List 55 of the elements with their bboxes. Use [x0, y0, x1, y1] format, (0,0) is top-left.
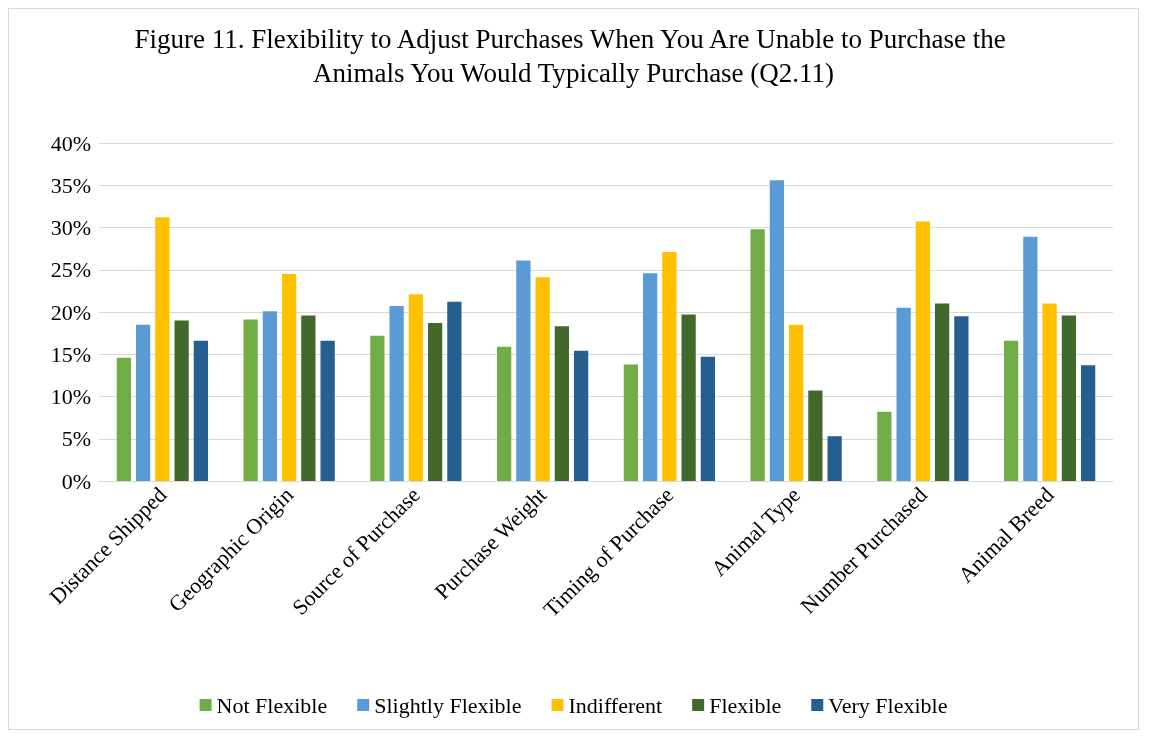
- legend-label: Indifferent: [568, 692, 663, 718]
- bar: [554, 326, 569, 481]
- bar: [574, 350, 589, 481]
- bar: [370, 335, 385, 481]
- bar: [116, 357, 131, 481]
- y-tick-label: 5%: [61, 426, 91, 452]
- bar: [662, 252, 677, 481]
- y-tick-label: 40%: [50, 130, 91, 156]
- bar: [877, 411, 892, 481]
- bar: [896, 307, 911, 481]
- y-tick-label: 25%: [50, 257, 91, 283]
- bar: [700, 356, 716, 481]
- y-tick-label: 30%: [50, 215, 91, 240]
- bar: [769, 180, 784, 481]
- bar: [1004, 340, 1019, 481]
- y-tick-label: 35%: [50, 172, 91, 198]
- legend-label: Not Flexible: [216, 692, 328, 718]
- bar: [750, 229, 765, 481]
- bar: [447, 301, 462, 481]
- bar: [935, 303, 950, 481]
- bar: [301, 315, 316, 481]
- bar: [1081, 365, 1096, 481]
- legend-label: Flexible: [709, 692, 782, 718]
- bar: [623, 364, 638, 481]
- bar: [643, 273, 658, 481]
- legend-label: Slightly Flexible: [374, 692, 522, 718]
- bar: [155, 217, 170, 481]
- bar: [320, 340, 335, 481]
- bar: [243, 319, 258, 481]
- bar: [516, 260, 531, 481]
- y-tick-label: 20%: [50, 299, 91, 325]
- y-tick-label: 0%: [61, 468, 91, 494]
- bar: [789, 324, 804, 481]
- bar: [193, 340, 209, 481]
- bar: [535, 277, 550, 481]
- bar: [681, 314, 696, 481]
- bar: [1023, 236, 1038, 481]
- bar: [1042, 303, 1057, 481]
- legend-label: Very Flexible: [828, 692, 948, 718]
- bar: [262, 311, 277, 481]
- bar: [389, 306, 404, 481]
- bar: [808, 390, 823, 481]
- bar: [136, 324, 151, 481]
- bar: [915, 221, 930, 481]
- y-tick-label: 10%: [50, 384, 91, 409]
- bar: [954, 316, 969, 481]
- bar: [428, 322, 443, 481]
- chart-title: Figure 11. Flexibility to Adjust Purchases When You Are Unable to Purchase the Animals You Would Typically Purchase (Q2.11): [134, 24, 1013, 88]
- bar: [282, 273, 297, 481]
- bar: [174, 320, 189, 481]
- y-tick-label: 15%: [50, 341, 91, 367]
- bar: [827, 436, 842, 481]
- bar: [408, 294, 423, 481]
- bar: [1061, 315, 1076, 481]
- bar: [497, 346, 512, 481]
